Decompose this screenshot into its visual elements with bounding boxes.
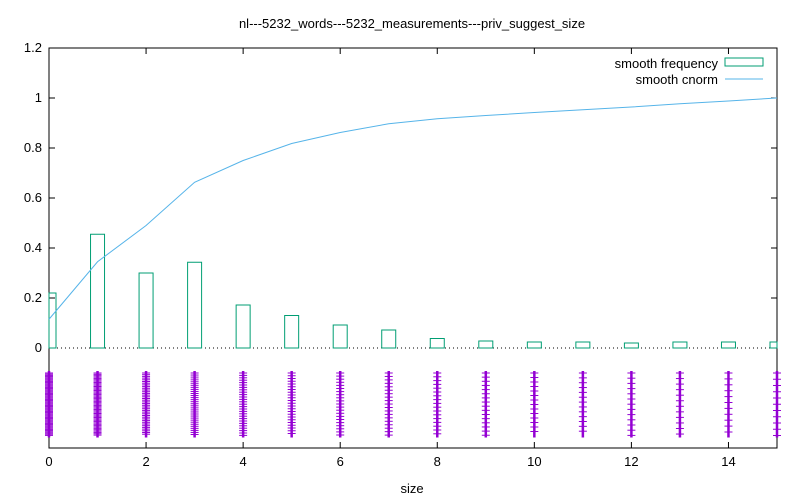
- bar-smooth-frequency: [187, 261, 203, 349]
- y-tick-label: 0.8: [24, 140, 42, 155]
- x-tick-label: 12: [624, 454, 638, 469]
- x-axis-label: size: [400, 481, 423, 496]
- bar-smooth-frequency: [429, 338, 445, 349]
- bar-smooth-frequency: [138, 272, 154, 349]
- bar-smooth-frequency: [575, 341, 591, 349]
- bar-smooth-frequency: [381, 329, 397, 349]
- chart-title: nl---5232_words---5232_measurements---pr…: [239, 16, 585, 31]
- plot-area: 0 0.2 0.4 0.6 0.8 1 1.2 0 2 4 6 8 10 12 14: [24, 40, 781, 469]
- legend-swatch-smooth-frequency: [724, 57, 764, 67]
- measurement-markers: [384, 371, 393, 438]
- y-tick-label: 1: [35, 90, 42, 105]
- x-tick-label: 4: [240, 454, 247, 469]
- bar-smooth-frequency: [769, 341, 778, 349]
- x-tick-label: 0: [45, 454, 52, 469]
- x-tick-label: 6: [337, 454, 344, 469]
- plot-frame: [48, 47, 778, 449]
- measurement-markers: [287, 371, 296, 438]
- measurement-markers: [578, 371, 587, 438]
- y-tick-label: 0.2: [24, 290, 42, 305]
- bar-smooth-frequency: [526, 341, 542, 349]
- bar-smooth-frequency: [90, 233, 106, 349]
- bar-smooth-frequency: [235, 304, 251, 349]
- measurement-markers: [627, 371, 636, 438]
- bar-smooth-frequency: [478, 340, 494, 349]
- measurement-markers: [190, 371, 199, 438]
- legend: smooth frequency smooth cnorm: [615, 56, 764, 87]
- measurement-markers: [239, 371, 248, 438]
- legend-label-smooth-cnorm: smooth cnorm: [636, 72, 718, 87]
- line-smooth-cnorm: [48, 97, 778, 320]
- measurement-markers: [433, 371, 442, 438]
- y-tick-label: 1.2: [24, 40, 42, 55]
- x-tick-label: 8: [434, 454, 441, 469]
- measurement-markers: [336, 371, 345, 438]
- bar-smooth-frequency: [48, 292, 57, 349]
- x-tick-label: 2: [142, 454, 149, 469]
- measurement-markers: [530, 371, 539, 438]
- y-tick-label: 0.4: [24, 240, 42, 255]
- measurement-markers: [724, 371, 733, 438]
- measurement-markers: [93, 371, 102, 438]
- measurement-markers: [481, 371, 490, 438]
- x-tick-label: 10: [527, 454, 541, 469]
- bar-smooth-frequency: [332, 324, 348, 349]
- bar-smooth-frequency: [284, 315, 300, 349]
- measurement-markers: [773, 371, 781, 438]
- bar-smooth-frequency: [623, 342, 639, 349]
- y-tick-label: 0.6: [24, 190, 42, 205]
- measurement-markers: [45, 371, 53, 438]
- y-tick-label: 0: [35, 340, 42, 355]
- legend-label-smooth-frequency: smooth frequency: [615, 56, 719, 71]
- measurement-markers: [142, 371, 151, 438]
- bar-smooth-frequency: [720, 341, 736, 349]
- x-tick-label: 14: [721, 454, 735, 469]
- measurement-markers: [675, 371, 684, 438]
- bar-smooth-frequency: [672, 341, 688, 349]
